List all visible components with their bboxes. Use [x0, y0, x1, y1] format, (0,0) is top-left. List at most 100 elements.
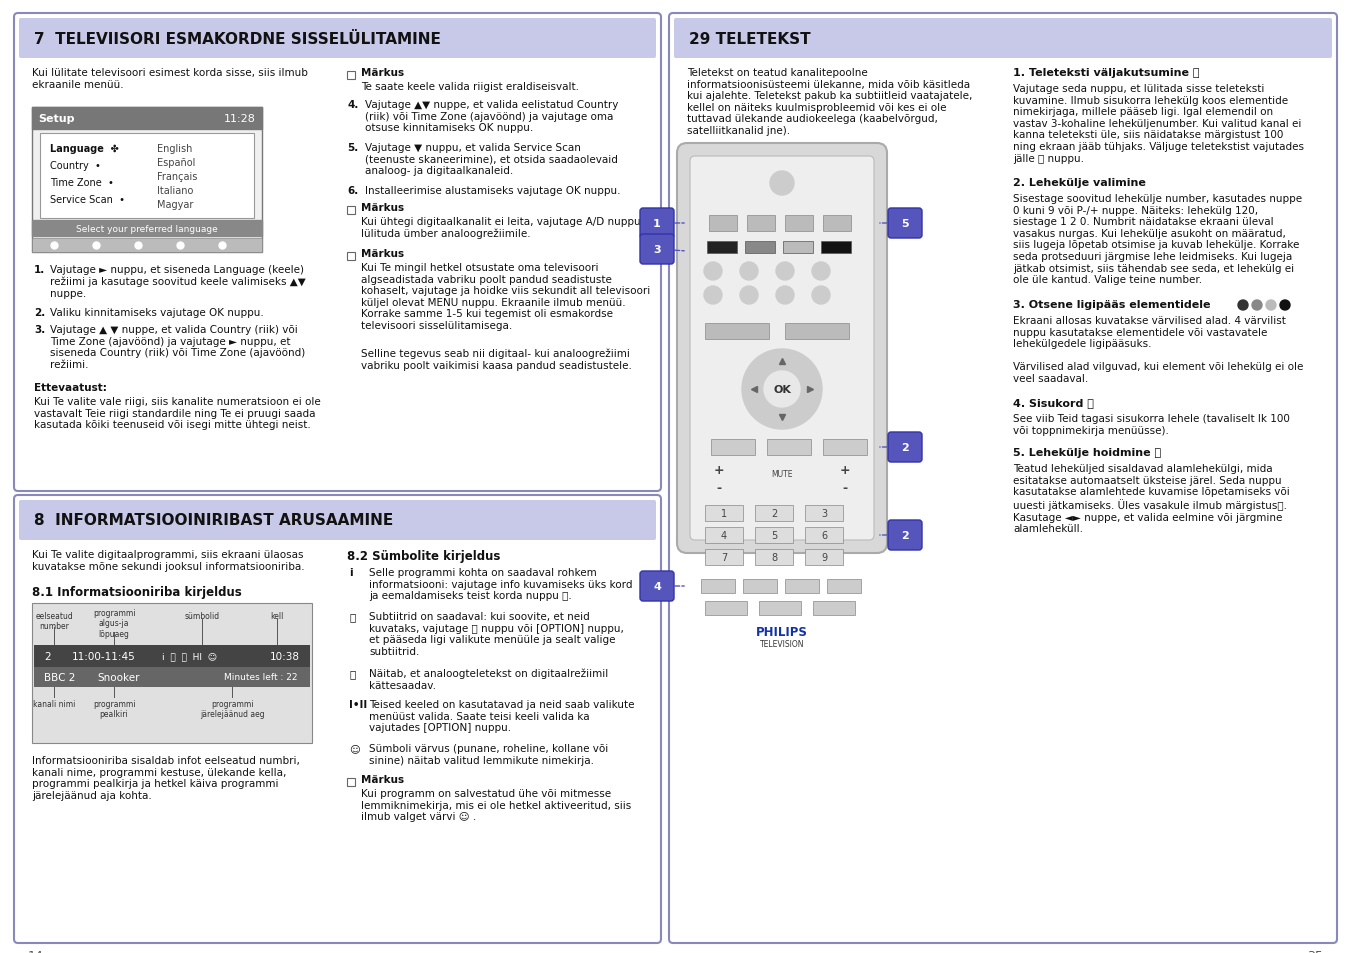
Text: Te saate keele valida riigist eraldiseisvalt.: Te saate keele valida riigist eraldiseis…	[361, 82, 580, 91]
Bar	[32, 603, 312, 743]
Bar	[705, 324, 769, 339]
Text: ☺: ☺	[349, 743, 359, 753]
Circle shape	[812, 287, 830, 305]
Circle shape	[765, 372, 800, 408]
Text: i  ⎗  ⎙  HI  ☺: i ⎗ ⎙ HI ☺	[162, 652, 218, 660]
Bar	[747, 215, 775, 232]
Text: eelseatud
number: eelseatud number	[35, 612, 73, 631]
Text: Country  •: Country •	[50, 161, 101, 171]
Text: 3: 3	[653, 245, 661, 254]
Text: programmi
järelejäänud aeg: programmi järelejäänud aeg	[200, 700, 265, 719]
Text: Minutes left : 22: Minutes left : 22	[224, 673, 299, 681]
Text: MUTE: MUTE	[771, 470, 793, 478]
Text: See viib Teid tagasi sisukorra lehele (tavaliselt lk 100
või toppnimekirja menüü: See viib Teid tagasi sisukorra lehele (t…	[1013, 414, 1290, 436]
Text: Ettevaatust:: Ettevaatust:	[34, 382, 107, 393]
Text: PHILIPS: PHILIPS	[757, 625, 808, 639]
Text: Näitab, et analoogteletekst on digitaalrežiimil
kättesaadav.: Näitab, et analoogteletekst on digitaalr…	[369, 668, 608, 690]
Bar	[347, 207, 355, 214]
Bar	[347, 779, 355, 786]
Text: Selle programmi kohta on saadaval rohkem
informatsiooni: vajutage info kuvamisek: Selle programmi kohta on saadaval rohkem…	[369, 567, 632, 600]
Text: Teatud leheküljed sisaldavad alamlehekülgi, mida
esitatakse automaatselt üksteis: Teatud leheküljed sisaldavad alamlehekül…	[1013, 463, 1290, 534]
Text: BBC 2: BBC 2	[45, 672, 76, 682]
Circle shape	[775, 287, 794, 305]
Bar	[755, 527, 793, 543]
Text: 10:38: 10:38	[270, 651, 300, 661]
Circle shape	[742, 350, 821, 430]
Text: ⎙: ⎙	[349, 668, 355, 679]
Bar	[821, 242, 851, 253]
FancyBboxPatch shape	[19, 19, 657, 59]
Text: 5: 5	[901, 219, 909, 229]
Text: 5.: 5.	[347, 143, 358, 152]
Text: +: +	[840, 463, 850, 476]
Bar	[32, 221, 262, 236]
Bar	[827, 579, 861, 594]
Text: kanali nimi: kanali nimi	[32, 700, 76, 708]
Text: Service Scan  •: Service Scan •	[50, 194, 126, 205]
Bar	[823, 439, 867, 456]
Text: Kui Te valite digitaalprogrammi, siis ekraani ülaosas
kuvatakse mõne sekundi joo: Kui Te valite digitaalprogrammi, siis ek…	[32, 550, 304, 571]
Bar	[755, 505, 793, 521]
FancyBboxPatch shape	[677, 144, 888, 554]
Bar	[823, 215, 851, 232]
Text: kell: kell	[270, 612, 284, 620]
Text: 3. Otsene ligipääs elementidele: 3. Otsene ligipääs elementidele	[1013, 299, 1210, 310]
Text: 3: 3	[821, 509, 827, 518]
Bar	[744, 242, 775, 253]
Bar	[767, 439, 811, 456]
Text: 4: 4	[653, 581, 661, 592]
Bar	[34, 645, 309, 667]
Text: Vajutage ► nuppu, et siseneda Language (keele)
režiimi ja kasutage soovitud keel: Vajutage ► nuppu, et siseneda Language (…	[50, 265, 305, 298]
FancyBboxPatch shape	[640, 572, 674, 601]
Text: i: i	[349, 567, 353, 578]
Text: 35: 35	[1308, 949, 1323, 953]
Text: Kui Te valite vale riigi, siis kanalite numeratsioon ei ole
vastavalt Teie riigi: Kui Te valite vale riigi, siis kanalite …	[34, 396, 320, 430]
Text: 14: 14	[28, 949, 43, 953]
Circle shape	[1279, 301, 1290, 311]
Bar	[347, 253, 355, 261]
Bar	[711, 439, 755, 456]
Text: Language  ✤: Language ✤	[50, 144, 119, 153]
Text: 1. Teleteksti väljakutsumine ⎙: 1. Teleteksti väljakutsumine ⎙	[1013, 68, 1200, 78]
Text: 9: 9	[821, 553, 827, 562]
Text: Sümboli värvus (punane, roheline, kollane või
sinine) näitab valitud lemmikute n: Sümboli värvus (punane, roheline, kollan…	[369, 743, 608, 765]
Text: 1: 1	[721, 509, 727, 518]
Bar	[705, 527, 743, 543]
Text: I•II: I•II	[349, 700, 367, 709]
Bar	[785, 579, 819, 594]
Bar	[805, 527, 843, 543]
Text: Ekraani allosas kuvatakse värvilised alad. 4 värvilist
nuppu kasutatakse element: Ekraani allosas kuvatakse värvilised ala…	[1013, 315, 1304, 384]
Text: TELEVISION: TELEVISION	[759, 639, 804, 648]
Text: 2: 2	[771, 509, 777, 518]
Text: Märkus: Märkus	[361, 774, 404, 784]
Circle shape	[740, 263, 758, 281]
Circle shape	[775, 263, 794, 281]
Text: Informatsiooniriba sisaldab infot eelseatud numbri,
kanali nime, programmi kestu: Informatsiooniriba sisaldab infot eelsea…	[32, 755, 300, 800]
Circle shape	[704, 287, 721, 305]
Bar	[707, 242, 738, 253]
FancyBboxPatch shape	[690, 157, 874, 540]
Text: 8.1 Informatsiooniriba kirjeldus: 8.1 Informatsiooniriba kirjeldus	[32, 585, 242, 598]
Text: Français: Français	[157, 172, 197, 182]
Text: Español: Español	[157, 158, 196, 168]
Text: 8  INFORMATSIOOINIRIBAST ARUSAAMINE: 8 INFORMATSIOOINIRIBAST ARUSAAMINE	[34, 513, 393, 528]
Circle shape	[740, 287, 758, 305]
Text: -: -	[843, 481, 847, 495]
Bar	[813, 601, 855, 616]
Text: 29 TELETEKST: 29 TELETEKST	[689, 31, 811, 47]
Bar	[701, 579, 735, 594]
Text: Kui ühtegi digitaalkanalit ei leita, vajutage A/D nupput, et
lülituda ümber anal: Kui ühtegi digitaalkanalit ei leita, vaj…	[361, 216, 662, 239]
Text: 6.: 6.	[347, 186, 358, 195]
Text: 5. Lehekülje hoidmine ⎙: 5. Lehekülje hoidmine ⎙	[1013, 448, 1161, 457]
Text: Snooker: Snooker	[97, 672, 139, 682]
FancyBboxPatch shape	[640, 209, 674, 239]
Bar	[743, 579, 777, 594]
Text: English: English	[157, 144, 192, 153]
Text: Valiku kinnitamiseks vajutage OK nuppu.: Valiku kinnitamiseks vajutage OK nuppu.	[50, 308, 263, 317]
Text: 11:00-11:45: 11:00-11:45	[72, 651, 135, 661]
Text: 7  TELEVIISORI ESMAKORDNE SISSELÜLITAMINE: 7 TELEVIISORI ESMAKORDNE SISSELÜLITAMINE	[34, 31, 440, 47]
Bar	[784, 242, 813, 253]
Text: 3.: 3.	[34, 325, 45, 335]
Text: 1.: 1.	[34, 265, 45, 274]
FancyBboxPatch shape	[888, 520, 921, 551]
